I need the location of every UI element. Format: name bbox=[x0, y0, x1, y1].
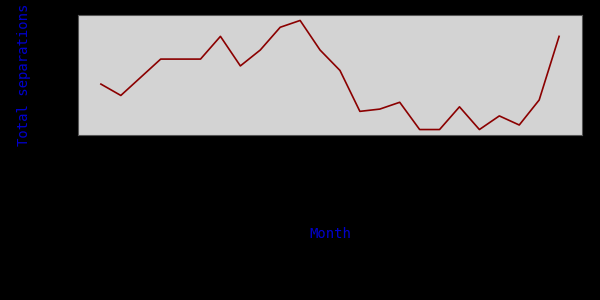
Text: Total separations: Total separations bbox=[17, 4, 31, 146]
Text: Month: Month bbox=[309, 227, 351, 241]
